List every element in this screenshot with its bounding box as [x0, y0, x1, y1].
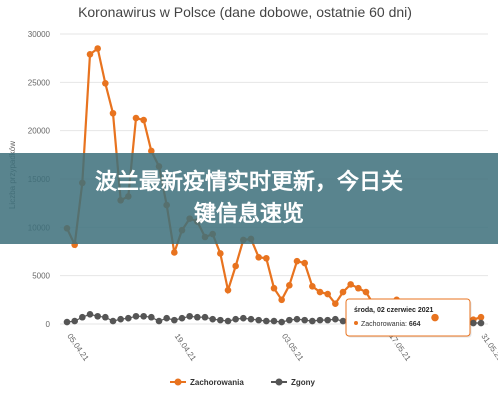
data-point	[102, 80, 109, 87]
data-point	[102, 313, 109, 321]
data-point	[194, 313, 201, 321]
data-point	[332, 315, 339, 323]
data-point	[86, 311, 94, 318]
data-point	[324, 290, 331, 298]
data-point	[347, 281, 354, 288]
legend-item-zachorowania[interactable]: Zachorowania	[170, 378, 244, 387]
headline-text: 波兰最新疫情实时更新，今日关键信息速览	[94, 169, 403, 227]
data-point	[477, 319, 485, 327]
data-point	[232, 262, 239, 270]
data-point	[278, 318, 285, 326]
data-point	[86, 51, 94, 58]
data-point	[477, 313, 485, 321]
x-tick-label: 31.05.21	[479, 332, 498, 363]
y-tick-label: 25000	[28, 78, 51, 87]
data-point	[270, 284, 278, 292]
data-point	[293, 257, 301, 265]
data-point	[140, 312, 147, 320]
y-tick-label: 30000	[28, 30, 51, 39]
data-point	[63, 318, 71, 326]
tooltip-body: Zachorowania: 664	[361, 321, 421, 328]
data-point	[79, 313, 86, 321]
data-point	[224, 286, 232, 294]
data-point	[132, 312, 140, 320]
data-point	[163, 314, 170, 322]
legend-label: Zachorowania	[190, 378, 244, 387]
data-point	[94, 45, 101, 52]
chart-title: Koronawirus w Polsce (dane dobowe, ostat…	[78, 4, 412, 20]
data-point	[270, 317, 278, 325]
data-point	[232, 315, 239, 323]
data-point	[117, 315, 124, 323]
data-point	[263, 317, 270, 325]
data-point	[332, 300, 339, 308]
headline-banner: 波兰最新疫情实时更新，今日关键信息速览	[0, 153, 498, 244]
data-point	[132, 114, 140, 122]
tooltip-box	[345, 298, 471, 337]
tooltip-series-name: Zachorowania:	[361, 321, 409, 328]
data-point	[217, 250, 224, 257]
tooltip-header: środa, 02 czerwiec 2021	[354, 307, 433, 314]
data-point	[309, 317, 316, 325]
tooltip-marker	[354, 321, 358, 325]
data-point	[109, 317, 117, 325]
legend[interactable]: Zachorowania Zgony	[170, 378, 316, 387]
data-point	[247, 315, 255, 323]
data-point	[171, 316, 178, 324]
x-tick-label: 19.04.21	[173, 332, 199, 363]
data-point	[355, 284, 362, 292]
x-tick-label: 05.04.21	[65, 332, 91, 363]
data-point	[362, 288, 370, 296]
data-point	[301, 316, 308, 324]
data-point	[301, 259, 308, 267]
data-point	[224, 317, 232, 325]
data-point	[255, 253, 262, 261]
data-point	[309, 283, 316, 290]
data-point	[148, 147, 155, 155]
data-point	[209, 315, 216, 323]
data-point	[94, 312, 101, 320]
y-tick-label: 20000	[28, 127, 51, 136]
data-point	[324, 316, 331, 324]
tooltip-value: 664	[409, 321, 421, 328]
data-point	[339, 317, 347, 325]
tooltip: środa, 02 czerwiec 2021 Zachorowania: 664	[345, 298, 472, 338]
data-point	[263, 254, 270, 262]
legend-label: Zgony	[291, 378, 316, 387]
data-point	[71, 317, 78, 325]
data-point	[201, 313, 209, 321]
legend-item-zgony[interactable]: Zgony	[271, 378, 316, 387]
data-point	[286, 316, 293, 324]
data-point	[155, 317, 163, 325]
data-point	[125, 314, 132, 322]
legend-swatch-marker	[174, 378, 182, 386]
data-point	[217, 316, 224, 324]
data-point	[148, 313, 155, 321]
x-tick-label: 03.05.21	[280, 332, 306, 363]
data-point	[316, 316, 324, 324]
data-point	[316, 288, 324, 296]
data-point	[109, 109, 117, 117]
data-point	[339, 288, 347, 296]
data-point	[140, 116, 147, 124]
data-point	[240, 314, 247, 322]
data-point	[286, 282, 293, 289]
data-point	[255, 316, 262, 324]
data-point	[178, 314, 186, 322]
data-point	[278, 296, 285, 304]
data-point	[171, 249, 178, 256]
data-point	[293, 315, 301, 323]
y-tick-label: 0	[46, 320, 51, 329]
highlighted-point	[429, 312, 441, 323]
data-point	[186, 312, 193, 320]
data-point	[470, 319, 477, 327]
legend-swatch-marker	[275, 378, 283, 386]
y-tick-label: 5000	[32, 272, 50, 281]
